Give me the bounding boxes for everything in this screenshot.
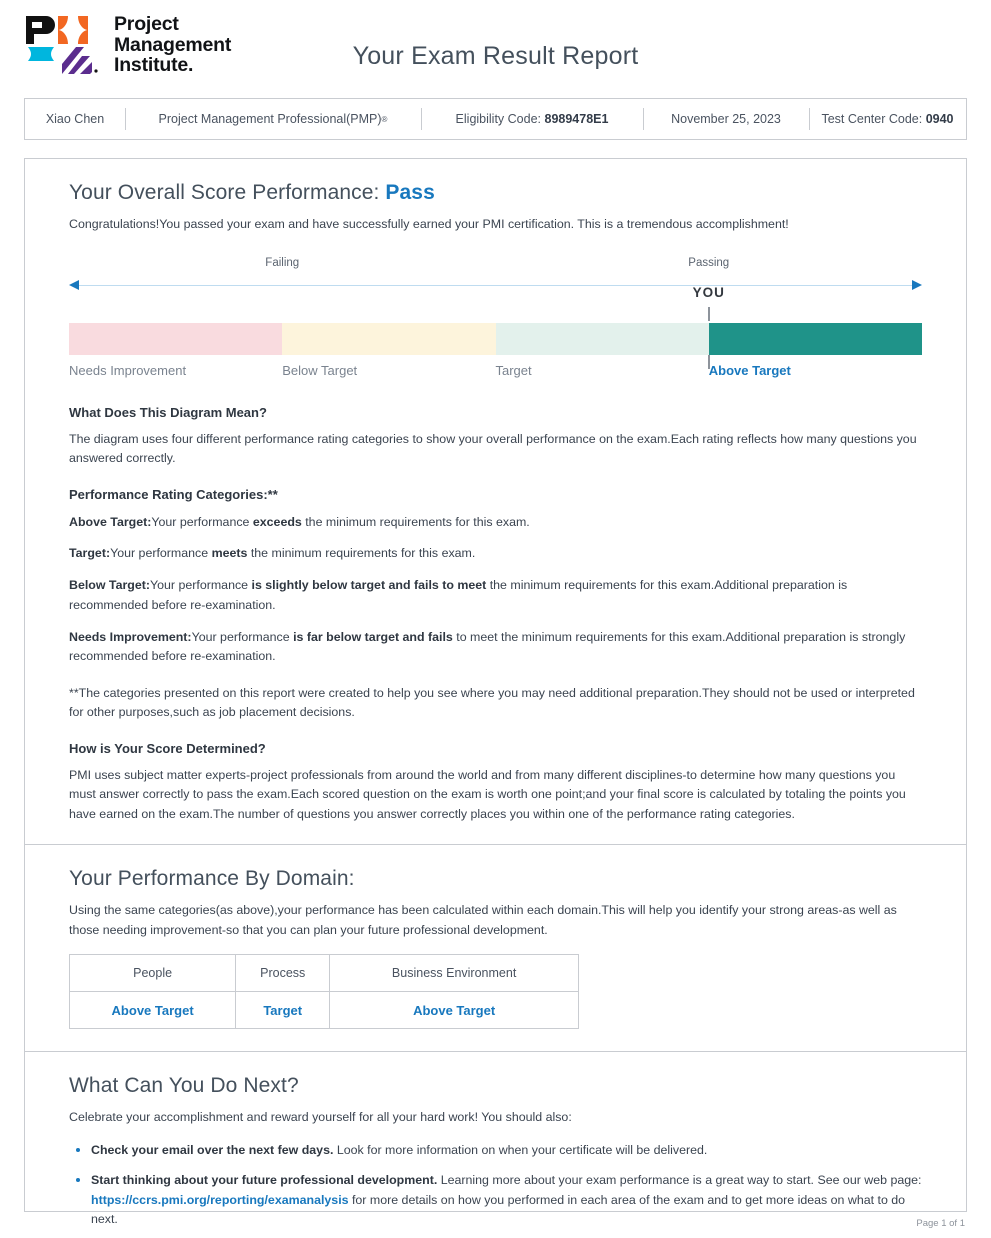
table-row: Above Target Target Above Target xyxy=(68,991,579,1030)
exam-date-cell: November 25, 2023 xyxy=(643,99,809,139)
next-steps-section: What Can You Do Next? Celebrate your acc… xyxy=(25,1052,966,1230)
logo-line-project: Project xyxy=(114,13,179,35)
section-divider-1 xyxy=(25,844,966,846)
section-divider-2 xyxy=(25,1051,966,1053)
rating-category-item: Above Target:Your performance exceeds th… xyxy=(69,514,530,529)
eligibility-value: 8989478E1 xyxy=(544,112,609,126)
domain-column-header: People xyxy=(68,954,237,993)
domain-column-header: Business Environment xyxy=(329,954,579,993)
rating-category-item: Needs Improvement:Your performance is fa… xyxy=(69,629,906,664)
diagram-heading: What Does This Diagram Mean? xyxy=(69,404,267,420)
you-marker-tick-top xyxy=(707,306,710,321)
scale-segment-target xyxy=(495,322,709,355)
score-determined-text: PMI uses subject matter experts-project … xyxy=(69,767,906,821)
scale-label-passing: Passing xyxy=(688,256,730,269)
page-title: Your Exam Result Report xyxy=(352,42,639,70)
test-center-label: Test Center Code: xyxy=(821,112,923,126)
logo-line-institute: Institute. xyxy=(114,54,194,76)
domain-performance-section: Your Performance By Domain: Using the sa… xyxy=(25,845,966,1051)
score-determined-heading: How is Your Score Determined? xyxy=(69,740,266,756)
scale-segment-needs-improvement xyxy=(69,322,283,355)
candidate-name-cell: Xiao Chen xyxy=(25,99,125,139)
categories-footnote: **The categories presented on this repor… xyxy=(69,685,915,720)
test-center-cell: Test Center Code: 0940 xyxy=(809,99,966,139)
you-marker-label: YOU xyxy=(692,284,725,300)
scale-label-needs-improvement: Needs Improvement xyxy=(69,362,187,378)
candidate-info-strip: Xiao Chen Project Management Professiona… xyxy=(24,98,967,140)
scale-label-failing: Failing xyxy=(265,256,300,269)
scale-label-slot: Target xyxy=(496,363,709,378)
scale-segment-below-target xyxy=(282,322,496,355)
page-footer: Page 1 of 1 xyxy=(916,1218,965,1229)
eligibility-cell: Eligibility Code: 8989478E1 xyxy=(421,99,643,139)
scale-label-slot: Needs Improvement xyxy=(69,363,282,378)
next-steps-list: Check your email over the next few days.… xyxy=(69,1140,922,1230)
you-marker-tick-bottom xyxy=(707,354,710,369)
report-header: Project Management Institute. Your Exam … xyxy=(0,0,991,96)
pmi-logo-wordmark: Project Management Institute. xyxy=(114,14,231,76)
scale-axis-line xyxy=(77,284,914,286)
overall-result-badge: Pass xyxy=(385,181,435,204)
domain-result-value: Above Target xyxy=(68,991,237,1030)
pmi-logo: Project Management Institute. xyxy=(24,14,231,76)
arrow-left-icon xyxy=(69,279,79,290)
credential-name: Project Management Professional(PMP) xyxy=(158,112,382,126)
domain-result-value: Above Target xyxy=(329,991,579,1030)
next-steps-title: What Can You Do Next? xyxy=(69,1074,299,1098)
scale-label-slot: Below Target xyxy=(282,363,495,378)
domain-column-header: Process xyxy=(235,954,331,993)
pmi-logo-mark xyxy=(24,14,102,76)
exam-date: November 25, 2023 xyxy=(671,112,781,126)
exam-analysis-link[interactable]: https://ccrs.pmi.org/reporting/examanaly… xyxy=(91,1192,349,1207)
report-card: Your Overall Score Performance: Pass Con… xyxy=(24,158,967,1226)
performance-scale-chart: Failing Passing Needs Improvement Below T… xyxy=(69,257,922,387)
next-steps-intro: Celebrate your accomplishment and reward… xyxy=(69,1110,572,1125)
domain-result-value: Target xyxy=(235,991,331,1030)
rating-category-item: Target:Your performance meets the minimu… xyxy=(69,546,476,561)
scale-label-above-target: Above Target xyxy=(708,362,791,378)
arrow-right-icon xyxy=(912,279,922,290)
overall-score-section: Your Overall Score Performance: Pass Con… xyxy=(25,159,966,844)
rating-categories-heading: Performance Rating Categories:** xyxy=(69,486,278,502)
logo-line-management: Management xyxy=(114,33,232,56)
domain-intro-text: Using the same categories(as above),your… xyxy=(69,903,897,937)
list-item: Check your email over the next few days.… xyxy=(91,1140,922,1161)
domain-section-title: Your Performance By Domain: xyxy=(69,867,355,891)
overall-score-title-text: Your Overall Score Performance: xyxy=(69,181,380,204)
credential-cell: Project Management Professional(PMP) ® xyxy=(125,99,421,139)
rating-categories-list: Above Target:Your performance exceeds th… xyxy=(69,513,922,667)
test-center-value: 0940 xyxy=(925,112,954,126)
pmi-logo-svg xyxy=(26,16,98,74)
scale-label-target: Target xyxy=(495,362,532,378)
scale-segment-above-target xyxy=(708,322,922,355)
domain-results-table: People Process Business Environment Above … xyxy=(68,954,579,1030)
table-header-row: People Process Business Environment xyxy=(68,954,579,993)
candidate-name: Xiao Chen xyxy=(45,112,105,126)
registered-mark-icon: ® xyxy=(381,114,388,124)
congratulations-text: Congratulations!You passed your exam and… xyxy=(69,217,789,231)
eligibility-label: Eligibility Code: xyxy=(455,112,542,126)
list-item: Start thinking about your future profess… xyxy=(91,1170,922,1230)
scale-label-slot: Above Target xyxy=(709,363,922,378)
diagram-explanation: The diagram uses four different performa… xyxy=(69,431,917,466)
rating-category-item: Below Target:Your performance is slightl… xyxy=(69,578,848,612)
scale-label-below-target: Below Target xyxy=(282,362,358,378)
scale-bar-track xyxy=(69,322,922,355)
overall-score-title: Your Overall Score Performance: Pass xyxy=(69,159,922,205)
scale-category-labels: Needs Improvement Below Target Target Above… xyxy=(69,363,922,378)
